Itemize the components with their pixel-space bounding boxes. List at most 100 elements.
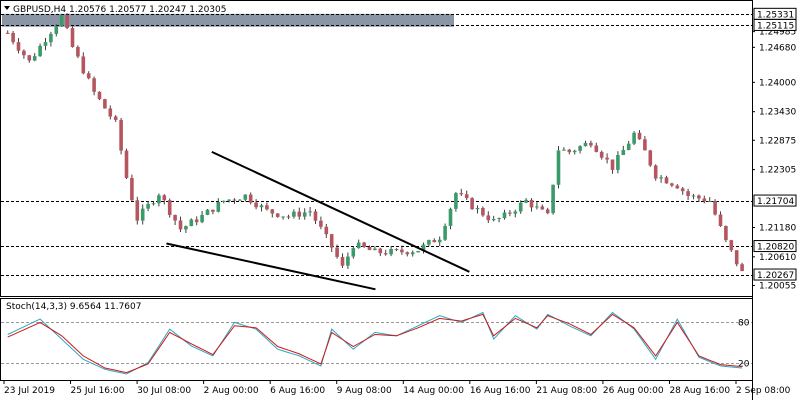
trendlines-layer	[166, 150, 470, 291]
candle	[389, 246, 393, 257]
candle	[124, 148, 129, 180]
candle	[22, 49, 26, 59]
candle	[324, 223, 329, 238]
time-tick-label: 2 Sep 08:00	[736, 386, 791, 396]
price-tick-label: 1.24985	[759, 28, 796, 38]
time-tick-label: 21 Aug 08:00	[536, 386, 597, 396]
level-price-label: 1.20267	[753, 268, 797, 281]
candle	[243, 194, 248, 202]
candle	[205, 208, 210, 216]
candle	[643, 136, 647, 151]
candle	[594, 142, 599, 153]
candle	[92, 76, 96, 96]
collapse-triangle-icon[interactable]	[4, 6, 10, 10]
candle	[551, 184, 555, 215]
candle	[43, 37, 48, 51]
candle	[508, 210, 512, 217]
candle	[367, 245, 372, 251]
candle	[49, 31, 53, 47]
candle	[281, 216, 285, 220]
candle	[86, 71, 91, 80]
stoch-level-label: 20	[738, 360, 750, 370]
candle	[621, 145, 626, 156]
candle	[605, 153, 609, 164]
candle	[670, 182, 674, 188]
trendline-0[interactable]	[211, 150, 470, 273]
candle	[286, 214, 291, 220]
candle	[648, 149, 653, 167]
time-tick-label: 28 Aug 16:00	[669, 386, 730, 396]
candle	[610, 159, 615, 174]
candle	[464, 190, 469, 200]
candle	[686, 188, 690, 200]
candle	[302, 208, 307, 220]
candle	[189, 218, 194, 227]
candle	[400, 245, 404, 255]
candle	[135, 196, 140, 225]
candle	[178, 216, 183, 233]
candle	[27, 54, 32, 63]
candle	[140, 204, 145, 225]
candle	[637, 130, 642, 140]
candle	[437, 236, 442, 247]
candle	[329, 233, 334, 252]
candle	[216, 198, 221, 213]
svg-text:1.21704: 1.21704	[757, 197, 794, 207]
candle	[589, 140, 593, 148]
candle	[356, 239, 361, 249]
candle	[340, 253, 345, 268]
candle	[362, 241, 366, 248]
candle	[319, 216, 323, 230]
level-price-label: 1.25331	[753, 7, 797, 20]
candle	[513, 209, 518, 218]
candle	[200, 210, 204, 224]
candle	[211, 209, 215, 215]
candle	[567, 148, 572, 155]
candle	[562, 147, 566, 151]
level-price-label: 1.20820	[753, 240, 797, 253]
time-tick-label: 9 Aug 08:00	[337, 386, 392, 396]
candle	[16, 38, 21, 54]
candle	[248, 192, 253, 205]
candle	[410, 250, 415, 257]
candle	[664, 175, 669, 184]
candle	[416, 250, 420, 253]
candle	[378, 247, 383, 257]
candle	[308, 207, 312, 217]
candle	[529, 198, 534, 212]
candle	[632, 131, 636, 146]
price-tick-label: 1.22875	[759, 136, 796, 146]
candle	[383, 249, 388, 256]
time-tick-label: 16 Aug 16:00	[470, 386, 531, 396]
candle	[691, 193, 696, 200]
price-tick-label: 1.22305	[759, 166, 796, 176]
candle	[459, 188, 464, 196]
candle	[518, 200, 523, 214]
candle	[54, 24, 59, 37]
stoch-level-label: 80	[738, 319, 750, 329]
candle	[297, 207, 302, 220]
candle	[259, 203, 264, 212]
candle	[427, 239, 431, 247]
candle	[11, 30, 15, 45]
trendline-1[interactable]	[166, 242, 376, 291]
svg-text:1.20820: 1.20820	[757, 243, 794, 253]
candle	[680, 186, 685, 195]
candle	[313, 209, 318, 224]
candle	[470, 197, 474, 210]
candle	[254, 199, 258, 210]
candle	[119, 117, 123, 155]
candle	[497, 217, 501, 223]
candle	[626, 140, 631, 151]
candle	[535, 202, 539, 210]
candle	[32, 53, 37, 62]
candle	[524, 198, 528, 204]
candle	[346, 252, 350, 269]
candle	[707, 197, 712, 203]
candle	[491, 215, 496, 222]
candle	[718, 211, 723, 227]
candle	[454, 192, 458, 212]
candle	[238, 199, 242, 201]
candle	[583, 140, 588, 147]
